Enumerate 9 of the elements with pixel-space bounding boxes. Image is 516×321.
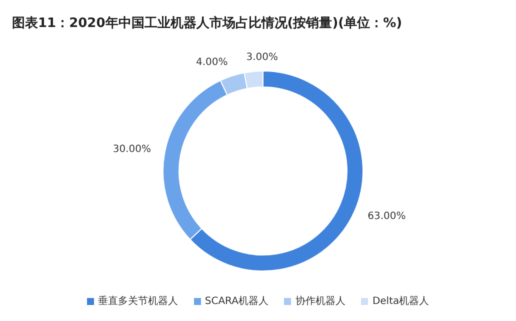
data-label: 4.00% bbox=[196, 57, 228, 68]
data-label: 63.00% bbox=[368, 210, 406, 222]
data-label: 30.00% bbox=[112, 144, 152, 156]
legend-label: 垂直多关节机器人 bbox=[98, 294, 178, 308]
data-label: 3.00% bbox=[246, 52, 278, 64]
legend-label: SCARA机器人 bbox=[204, 294, 268, 308]
legend-label: 协作机器人 bbox=[295, 294, 346, 308]
chart-title: 图表11：2020年中国工业机器人市场占比情况(按销量)(单位：%) bbox=[11, 14, 404, 33]
legend-label: Delta机器人 bbox=[372, 294, 430, 308]
